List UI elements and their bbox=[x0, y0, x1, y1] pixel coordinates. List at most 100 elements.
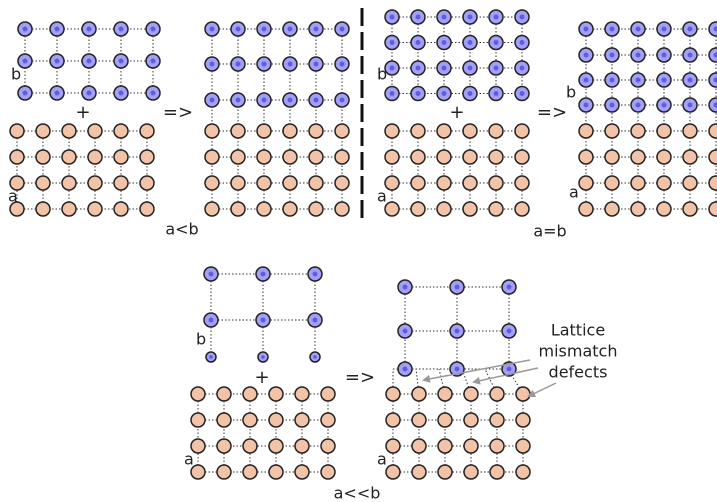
atom-a bbox=[36, 176, 50, 190]
atom-a bbox=[438, 465, 452, 479]
atom-a bbox=[62, 124, 76, 138]
atom-core bbox=[468, 15, 473, 20]
atom-a bbox=[709, 150, 717, 164]
atom-a bbox=[321, 465, 335, 479]
atom-a bbox=[295, 387, 309, 401]
atom-a bbox=[88, 176, 102, 190]
atom-a bbox=[516, 439, 530, 453]
caption: a<<b bbox=[334, 484, 381, 502]
caption: a=b bbox=[533, 222, 566, 241]
plus: + bbox=[75, 102, 90, 123]
atom-a bbox=[114, 150, 128, 164]
atom-a bbox=[321, 413, 335, 427]
atom-core bbox=[55, 59, 60, 64]
label-a: a bbox=[377, 450, 387, 469]
atom-core bbox=[288, 27, 293, 32]
atom-core bbox=[23, 27, 28, 32]
atom-core bbox=[390, 91, 395, 96]
atom-core bbox=[313, 272, 318, 277]
defect-arrow bbox=[529, 383, 556, 396]
atom-a bbox=[516, 465, 530, 479]
atom-a bbox=[243, 465, 257, 479]
atom-core bbox=[636, 53, 641, 58]
atom-core bbox=[87, 59, 92, 64]
atom-core bbox=[288, 98, 293, 103]
atom-a bbox=[88, 150, 102, 164]
atom-core bbox=[390, 66, 395, 71]
atom-a bbox=[657, 176, 671, 190]
atom-core bbox=[209, 355, 213, 359]
atom-a bbox=[437, 202, 451, 216]
atom-core bbox=[210, 27, 215, 32]
atom-core bbox=[209, 272, 214, 277]
atom-a bbox=[411, 124, 425, 138]
atom-a bbox=[114, 176, 128, 190]
label-a: a bbox=[377, 187, 387, 206]
atom-a bbox=[62, 176, 76, 190]
atom-a bbox=[464, 439, 478, 453]
atom-core bbox=[662, 53, 667, 58]
atom-core bbox=[442, 40, 447, 45]
atom-core bbox=[455, 367, 460, 372]
atom-core bbox=[403, 329, 408, 334]
atom-core bbox=[468, 91, 473, 96]
atom-a bbox=[217, 465, 231, 479]
atom-a bbox=[140, 176, 154, 190]
lattice-diagram: b + a => a<b b + a => b a a=b b + a => a… bbox=[0, 0, 717, 502]
atom-a bbox=[579, 202, 593, 216]
atom-a bbox=[463, 202, 477, 216]
atom-core bbox=[494, 91, 499, 96]
atom-a bbox=[490, 439, 504, 453]
atom-core bbox=[313, 355, 317, 359]
atom-core bbox=[610, 53, 615, 58]
atom-a bbox=[114, 124, 128, 138]
atom-a bbox=[231, 150, 245, 164]
atom-a bbox=[438, 387, 452, 401]
atom-a bbox=[88, 124, 102, 138]
atom-core bbox=[507, 285, 512, 290]
caption: a<b bbox=[165, 220, 198, 239]
atom-a bbox=[438, 413, 452, 427]
atom-a bbox=[114, 202, 128, 216]
atom-a bbox=[309, 124, 323, 138]
atom-a bbox=[709, 202, 717, 216]
atom-core bbox=[610, 103, 615, 108]
atom-a bbox=[257, 176, 271, 190]
atom-core bbox=[520, 40, 525, 45]
atom-core bbox=[314, 27, 319, 32]
atom-a bbox=[335, 176, 349, 190]
atom-a bbox=[257, 124, 271, 138]
atom-a bbox=[269, 465, 283, 479]
atom-a bbox=[295, 439, 309, 453]
atom-a bbox=[515, 176, 529, 190]
atom-a bbox=[231, 202, 245, 216]
atom-a bbox=[515, 202, 529, 216]
atom-core bbox=[507, 367, 512, 372]
atom-a bbox=[438, 439, 452, 453]
atom-core bbox=[236, 27, 241, 32]
atom-a bbox=[385, 176, 399, 190]
atom-a bbox=[191, 387, 205, 401]
atom-a bbox=[631, 176, 645, 190]
atom-core bbox=[262, 62, 267, 67]
arrow: => bbox=[163, 102, 193, 123]
atom-core bbox=[520, 15, 525, 20]
atom-a bbox=[309, 176, 323, 190]
atom-a bbox=[709, 176, 717, 190]
atom-a bbox=[631, 150, 645, 164]
atom-core bbox=[584, 27, 589, 32]
atom-a bbox=[386, 465, 400, 479]
atom-core bbox=[151, 27, 156, 32]
atom-a bbox=[437, 150, 451, 164]
atom-a bbox=[217, 439, 231, 453]
atom-core bbox=[23, 91, 28, 96]
atom-a bbox=[140, 150, 154, 164]
atom-a bbox=[411, 176, 425, 190]
atom-a bbox=[515, 124, 529, 138]
atom-a bbox=[490, 465, 504, 479]
atom-a bbox=[309, 202, 323, 216]
atom-a bbox=[515, 150, 529, 164]
atom-core bbox=[494, 66, 499, 71]
atom-core bbox=[119, 91, 124, 96]
atom-a bbox=[709, 124, 717, 138]
